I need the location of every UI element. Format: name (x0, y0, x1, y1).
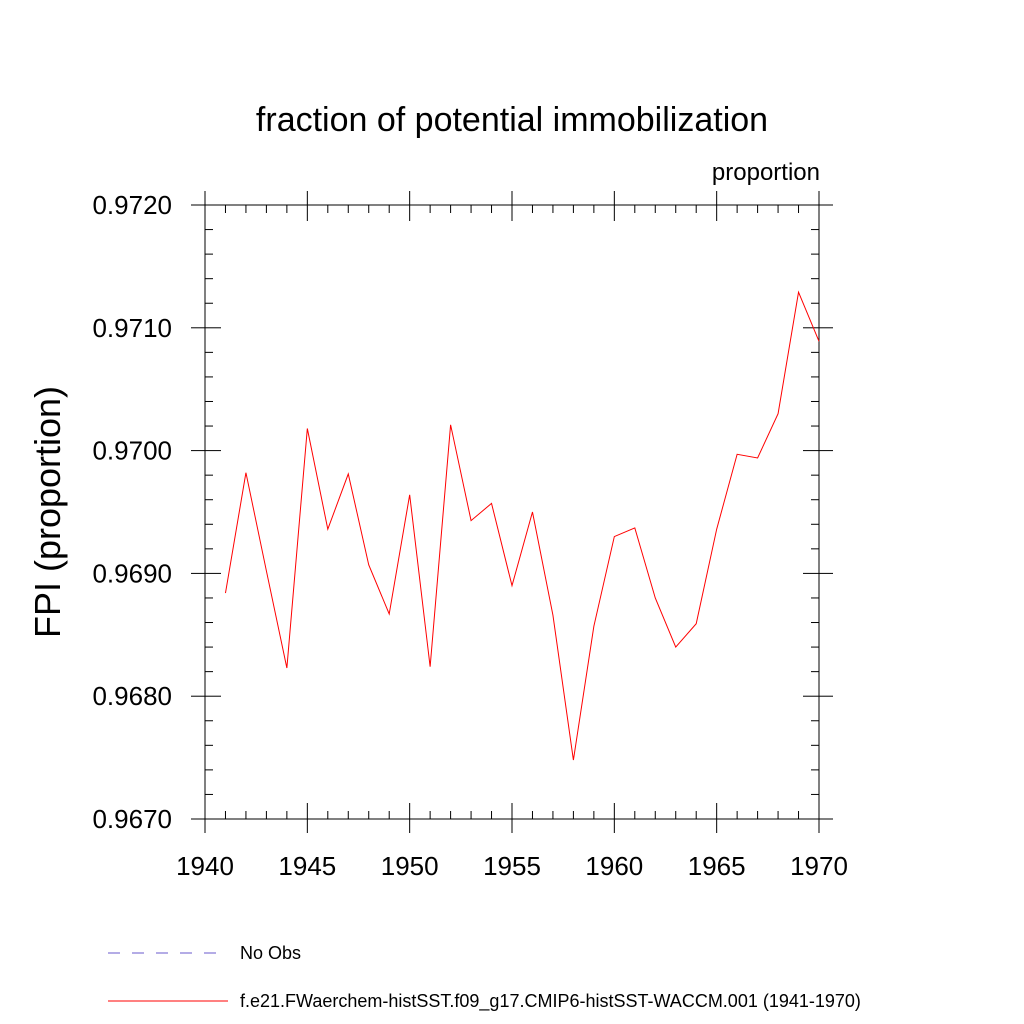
y-tick-label: 0.9710 (92, 313, 172, 343)
x-tick-label: 1970 (790, 851, 848, 881)
plot-frame (204, 204, 820, 820)
x-tick-label: 1945 (278, 851, 336, 881)
y-tick-label: 0.9720 (92, 190, 172, 220)
chart-title: fraction of potential immobilization (256, 101, 768, 139)
x-tick-label: 1960 (585, 851, 643, 881)
y-tick-label: 0.9690 (92, 558, 172, 588)
x-tick-label: 1950 (381, 851, 439, 881)
x-tick-label: 1940 (176, 851, 234, 881)
y-axis: 0.9670 0.9680 0.9690 0.9700 0.9710 0.9720 (92, 190, 833, 834)
x-tick-label: 1965 (688, 851, 746, 881)
series-line-0 (224, 290, 820, 761)
y-tick-label: 0.9700 (92, 436, 172, 466)
series-layer (224, 290, 820, 761)
y-tick-label: 0.9670 (92, 804, 172, 834)
x-axis: 1940 1945 1950 1955 1960 1965 1970 (176, 191, 848, 881)
y-tick-label: 0.9680 (92, 681, 172, 711)
units-label: proportion (712, 159, 820, 186)
x-tick-label: 1955 (483, 851, 541, 881)
legend: No Obs f.e21.FWaerchem-histSST.f09_g17.C… (108, 943, 861, 1012)
y-axis-label: FPI (proportion) (27, 386, 68, 638)
legend-label-no-obs: No Obs (240, 943, 301, 963)
legend-label-model: f.e21.FWaerchem-histSST.f09_g17.CMIP6-hi… (240, 991, 861, 1012)
